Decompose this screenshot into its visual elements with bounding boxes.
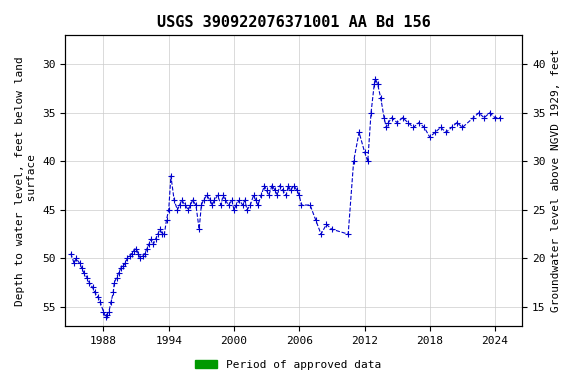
Bar: [338, 327, 346, 331]
Title: USGS 390922076371001 AA Bd 156: USGS 390922076371001 AA Bd 156: [157, 15, 431, 30]
Bar: [452, 327, 460, 331]
Legend: Period of approved data: Period of approved data: [191, 356, 385, 375]
Y-axis label: Groundwater level above NGVD 1929, feet: Groundwater level above NGVD 1929, feet: [551, 49, 561, 313]
Bar: [316, 327, 327, 331]
Bar: [386, 327, 395, 331]
Bar: [403, 327, 411, 331]
Bar: [370, 327, 378, 331]
Bar: [66, 327, 302, 331]
Bar: [484, 327, 501, 331]
Bar: [419, 327, 427, 331]
Bar: [468, 327, 476, 331]
Bar: [354, 327, 362, 331]
Bar: [435, 327, 444, 331]
Y-axis label: Depth to water level, feet below land
 surface: Depth to water level, feet below land su…: [15, 56, 37, 306]
